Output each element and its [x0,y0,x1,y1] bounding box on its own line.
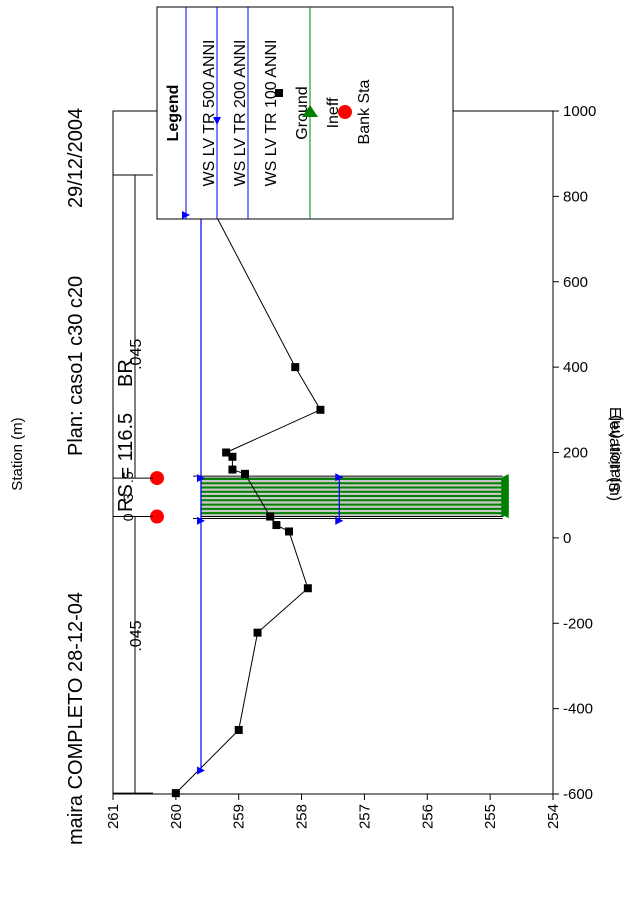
bank-stations [150,471,164,524]
legend-entry-label: WS LV TR 200 ANNI [232,39,249,186]
plan-label: Plan: caso1 c30 c20 [65,276,87,456]
legend: Legend WS LV TR 500 ANNI WS LV TR 200 ANN… [156,6,454,220]
y-tick-label: 258 [294,804,311,829]
legend-entry-label: Ineff [325,97,342,128]
ground-line [171,171,325,798]
manning-n-label: .045 [128,620,145,651]
legend-marker [338,105,352,119]
legend-entry-label: WS LV TR 100 ANNI [263,39,280,186]
y-tick-label: 260 [168,804,185,829]
y-tick-label: 257 [356,804,373,829]
y-tick-label: 259 [231,804,248,829]
bridge-value-label: .5 [120,471,136,483]
ground-series [175,174,322,794]
chart-title: maira COMPLETO 28-12-04 [65,592,87,845]
x-tick-label: -200 [563,615,593,632]
manning-n-annotations: .045 .045 0 3 .5 [113,174,153,794]
ws-marker [335,473,344,482]
ws-marker [335,516,344,525]
bank-station-marker [150,509,164,524]
legend-marker [182,211,190,219]
x-tick-label: 1000 [563,103,596,120]
plot-area: -600 -400 -200 0 200 400 600 800 1000 254 255 256 25… [105,103,596,829]
x-tick-label: -400 [563,701,593,718]
y-tick-label: 256 [419,804,436,829]
x-axis-label: Station (m) [607,415,624,493]
x-tick-label: -600 [563,786,593,803]
legend-entry-label: Bank Sta [356,79,373,144]
top-axis-label: Station (m) [9,417,26,490]
ws-marker [197,474,205,483]
ground-point [253,628,262,637]
y-tick-label: 255 [482,804,499,829]
ws-marker [197,516,205,525]
ws-marker [197,766,205,775]
ineff-markers [201,473,509,519]
ground-point [228,465,237,474]
y-axis-label: Elevation (m) [606,407,623,501]
date-label: 29/12/2004 [65,108,87,208]
x-tick-label: 0 [563,530,571,547]
legend-title: Legend [165,85,182,142]
y-tick-label: 254 [545,804,562,829]
ground-point [316,405,325,414]
ground-point [291,363,300,372]
ground-point [266,512,275,521]
bridge-value-label: 0 [120,513,136,521]
legend-entry-label: Ground [294,86,311,139]
x-tick-label: 800 [563,188,588,205]
legend-entry-label: WS LV TR 500 ANNI [201,39,218,186]
axes: -600 -400 -200 0 200 400 600 800 1000 254 255 256 25… [105,103,596,829]
ground-point [272,521,281,530]
manning-n-label: .045 [128,339,145,370]
section-type-label: BR [115,359,137,387]
x-tick-label: 600 [563,274,588,291]
ground-point [285,527,293,536]
ground-point [222,448,231,457]
legend-marker [302,105,318,117]
x-tick-label: 400 [563,359,588,376]
river-station-label: RS = 116.5 [115,413,137,512]
ground-point [228,452,237,461]
ground-point [171,789,180,798]
ground-point [234,725,243,734]
legend-marker [213,117,221,125]
ground-point [241,469,249,478]
x-tick-label: 200 [563,445,588,462]
bridge-value-label: 3 [120,493,136,501]
y-tick-label: 261 [105,804,122,829]
water-surface-lines [197,171,344,775]
ground-point [303,584,312,593]
legend-marker [275,89,283,97]
bank-station-marker [150,471,164,486]
